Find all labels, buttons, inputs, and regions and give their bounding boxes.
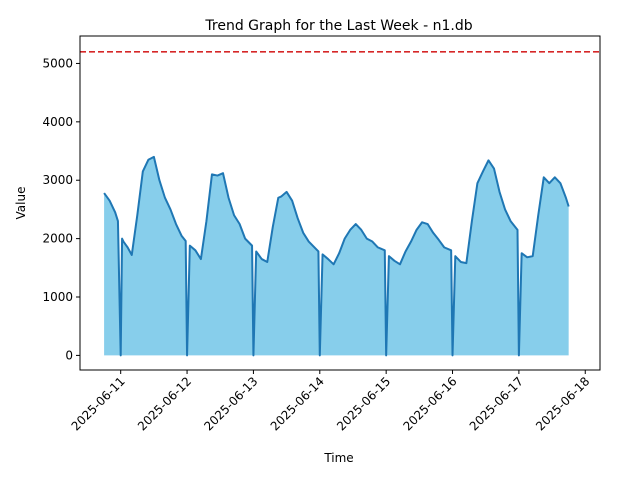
chart-title: Trend Graph for the Last Week - n1.db	[204, 18, 472, 34]
y-tick-label: 2000	[42, 232, 73, 246]
series-line	[103, 155, 570, 357]
plot-area	[80, 50, 600, 357]
y-axis-label: Value	[14, 187, 28, 220]
x-axis-label: Time	[323, 451, 353, 465]
y-tick-label: 5000	[42, 56, 73, 70]
y-tick-label: 4000	[42, 115, 73, 129]
y-tick-label: 3000	[42, 173, 73, 187]
area-fill	[104, 156, 569, 356]
y-axis: 0 1000 2000 3000 4000 5000	[42, 56, 80, 362]
y-tick-label: 1000	[42, 290, 73, 304]
y-tick-label: 0	[65, 348, 73, 362]
plot-frame	[79, 35, 601, 371]
